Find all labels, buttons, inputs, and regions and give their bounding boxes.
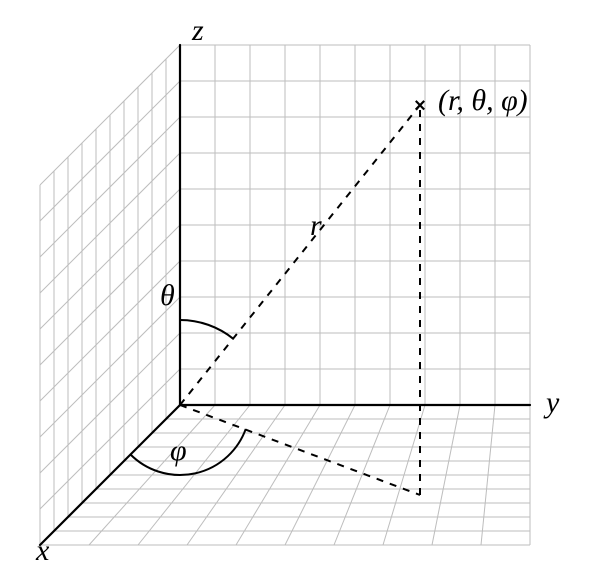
theta-label: θ: [160, 279, 175, 312]
z-axis-label: z: [191, 14, 204, 47]
point-marker: ×: [414, 95, 426, 117]
labels-layer: x y z r θ φ (r, θ, φ) ×: [35, 14, 560, 567]
point-coords-label: (r, θ, φ): [438, 84, 528, 117]
r-label: r: [310, 209, 322, 242]
angle-arcs: [131, 320, 246, 475]
construction-lines: [180, 105, 420, 495]
spherical-coords-diagram: x y z r θ φ (r, θ, φ) ×: [0, 0, 614, 577]
phi-label: φ: [170, 434, 187, 467]
x-axis-label: x: [35, 534, 50, 567]
y-axis-label: y: [543, 386, 560, 419]
